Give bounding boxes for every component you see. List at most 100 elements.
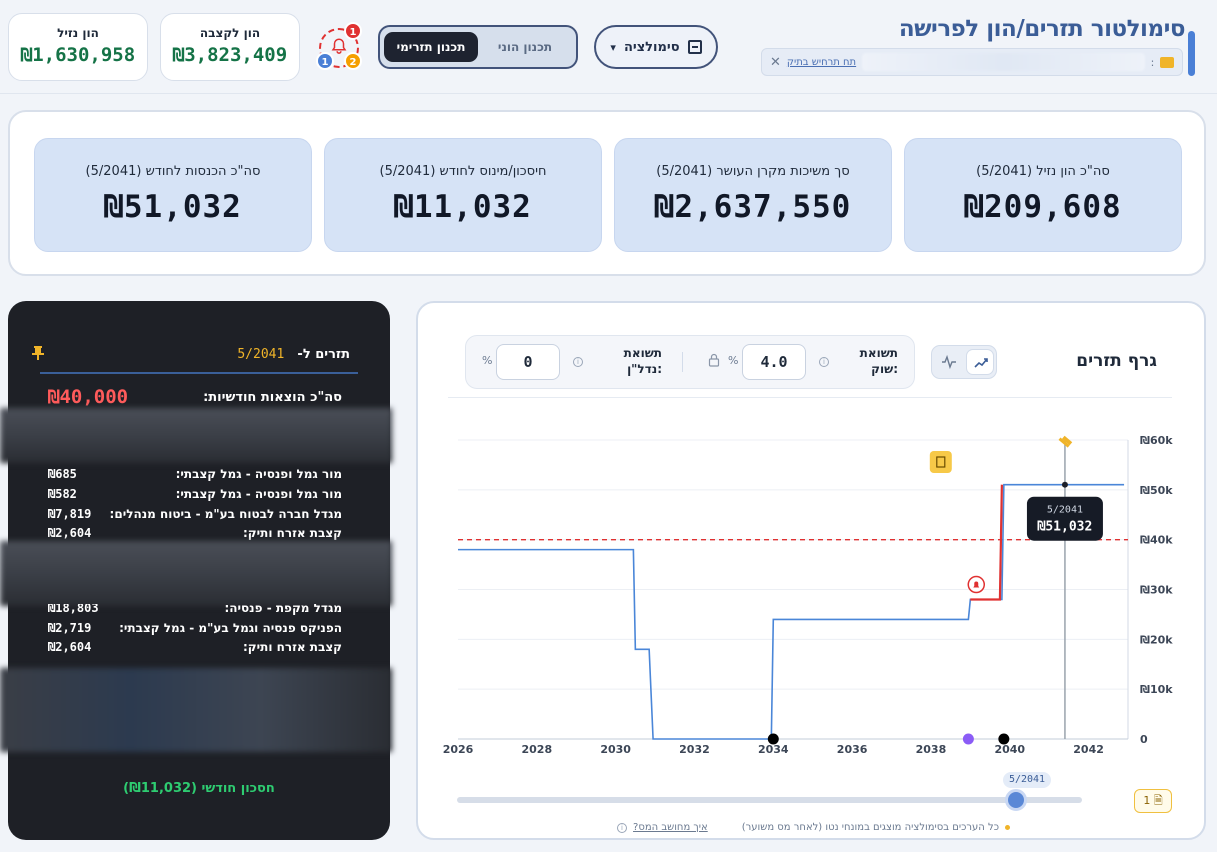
page-title: סימולטור תזרים/הון לפרישה	[898, 16, 1186, 42]
total-expenses-value: ₪40,000	[48, 386, 129, 408]
redacted-block	[0, 541, 392, 606]
x-tick-label: 2042	[1073, 743, 1104, 756]
tooltip-date: 5/2041	[1047, 505, 1083, 516]
summary-label: סך משיכות מקרן העושר (5/2041)	[656, 164, 850, 179]
activity-icon	[942, 354, 956, 370]
annuity-capital-value: ₪3,823,409	[172, 44, 288, 66]
lock-icon[interactable]	[708, 353, 720, 367]
summary-label: סה"כ הכנסות לחודש (5/2041)	[85, 164, 261, 179]
deficit-line	[970, 484, 1003, 601]
x-tick-label: 2026	[443, 743, 474, 756]
notes-button[interactable]: 1 🗎	[1134, 789, 1172, 813]
market-return-label: תשואת שוק:	[859, 346, 898, 376]
redacted-block	[0, 408, 392, 463]
trending-up-icon	[974, 358, 988, 368]
summary-card-withdrawals: סך משיכות מקרן העושר (5/2041) ₪2,637,550	[614, 138, 892, 252]
chart-divider	[448, 397, 1172, 398]
total-expenses-row: סה"כ הוצאות חודשיות: ₪40,000	[48, 386, 342, 408]
list-item: הפניקס פנסיה וגמל בע"מ - גמל קצבתי: ₪2,71…	[48, 621, 342, 635]
market-return-input[interactable]: 4.0	[742, 344, 806, 380]
summary-value: ₪11,032	[394, 189, 532, 225]
list-item: קצבת אזרח ותיק: ₪2,604	[48, 526, 342, 540]
simulation-menu-button[interactable]: סימולציה ▾	[594, 25, 718, 69]
open-case-scenario-link[interactable]: תח תרחיש בתיק	[786, 56, 857, 68]
cashflow-divider	[40, 372, 358, 374]
info-icon[interactable]: i	[819, 357, 829, 367]
tab-cashflow-planning[interactable]: תכנון תזרימי	[384, 32, 478, 62]
folder-icon	[1160, 56, 1174, 68]
percent-unit: %	[482, 354, 493, 367]
redacted-block	[0, 668, 392, 752]
tab-capital-planning[interactable]: תכנון הוני	[497, 40, 553, 54]
tooltip-value: ₪51,032	[1038, 520, 1093, 535]
chart-footnote: כל הערכים בסימולציה מוצגים במונחי נטו (ל…	[610, 822, 1010, 833]
x-tick-label: 2034	[758, 743, 789, 756]
summary-label: סה"כ הון נזיל (5/2041)	[976, 164, 1110, 179]
chart-tooltip	[1026, 496, 1103, 541]
cashflow-chart[interactable]: 0 ₪10k ₪20k ₪30k ₪40k ₪50k ₪60k 2026 2028 2030 203…	[416, 400, 1206, 770]
summary-value: ₪2,637,550	[654, 189, 852, 225]
chevron-down-icon: ▾	[610, 40, 616, 54]
x-tick-label: 2036	[837, 743, 868, 756]
cashflow-date: 5/2041	[237, 347, 285, 362]
summary-panel: סה"כ הון נזיל (5/2041) ₪209,608 סך משיכו…	[8, 110, 1206, 276]
y-tick-label: ₪10k	[1140, 683, 1173, 696]
bell-ring	[319, 28, 359, 68]
scrollbar-thumb[interactable]	[1188, 31, 1195, 76]
info-icon[interactable]: i	[617, 822, 628, 833]
list-item: מור גמל ופנסיה - גמל קצבתי: ₪685	[48, 467, 342, 481]
event-marker	[998, 733, 1010, 745]
percent-unit: %	[728, 354, 739, 367]
liquid-capital-card: הון נזיל ₪1,630,958	[8, 13, 148, 81]
timeline-slider-thumb[interactable]	[1005, 789, 1027, 811]
x-tick-label: 2038	[916, 743, 947, 756]
chart-title: גרף תזרים	[1076, 351, 1157, 371]
save-icon	[687, 40, 702, 54]
summary-card-income: סה"כ הכנסות לחודש (5/2041) ₪51,032	[34, 138, 312, 252]
liquid-capital-value: ₪1,630,958	[20, 44, 136, 66]
plan-type-toggle: תכנון הוני תכנון תזרימי	[378, 25, 578, 69]
case-bar: : תח תרחיש בתיק ✕	[761, 48, 1183, 76]
dot-icon	[1005, 825, 1010, 830]
notifications-button[interactable]: 1 2 1	[315, 22, 365, 72]
summary-value: ₪209,608	[964, 189, 1122, 225]
tax-calc-link[interactable]: איך מחושב המס?	[633, 822, 708, 833]
x-tick-label: 2028	[522, 743, 553, 756]
pin-icon[interactable]	[32, 345, 44, 360]
cashflow-title: תזרים ל-	[297, 347, 350, 362]
summary-card-liquid: סה"כ הון נזיל (5/2041) ₪209,608	[904, 138, 1182, 252]
event-marker	[962, 733, 974, 745]
y-tick-label: ₪20k	[1140, 633, 1173, 646]
list-item: מור גמל ופנסיה - גמל קצבתי: ₪582	[48, 487, 342, 501]
realestate-return-input[interactable]: 0	[496, 344, 560, 380]
return-params-box: תשואת שוק: i 4.0 % תשואת נדל"ן: i 0 %	[465, 335, 915, 389]
list-item: קצבת אזרח ותיק: ₪2,604	[48, 640, 342, 654]
timeline-slider-track[interactable]	[457, 797, 1082, 803]
list-item: מגדל מקפת - פנסיה: ₪18,803	[48, 601, 342, 615]
params-divider	[682, 352, 683, 372]
pulse-chart-button[interactable]	[935, 349, 963, 375]
footnote-text: כל הערכים בסימולציה מוצגים במונחי נטו (ל…	[741, 822, 999, 833]
y-tick-label: ₪60k	[1140, 434, 1173, 447]
x-tick-label: 2032	[679, 743, 710, 756]
y-tick-label: 0	[1140, 733, 1148, 746]
note-icon: 🗎	[1153, 794, 1163, 807]
info-icon[interactable]: i	[573, 357, 583, 367]
case-name-blurred	[862, 53, 1145, 71]
summary-label: חיסכון/מינוס לחודש (5/2041)	[379, 164, 547, 179]
note-marker	[929, 451, 952, 473]
bell-icon	[331, 38, 347, 54]
cashflow-header: תזרים ל- 5/2041	[32, 343, 350, 362]
note-count: 1	[1143, 794, 1151, 807]
annuity-capital-label: הון לקצבה	[199, 26, 261, 40]
badge-alerts: 1	[344, 22, 362, 40]
event-marker	[767, 733, 779, 745]
trend-chart-button[interactable]	[966, 349, 994, 375]
y-tick-label: ₪40k	[1140, 534, 1173, 547]
pin-icon	[1062, 435, 1073, 446]
badge-info: 1	[316, 52, 334, 70]
x-tick-label: 2030	[600, 743, 631, 756]
bell-icon	[973, 581, 980, 588]
series-line-0	[458, 483, 1125, 740]
close-icon[interactable]: ✕	[770, 54, 781, 70]
